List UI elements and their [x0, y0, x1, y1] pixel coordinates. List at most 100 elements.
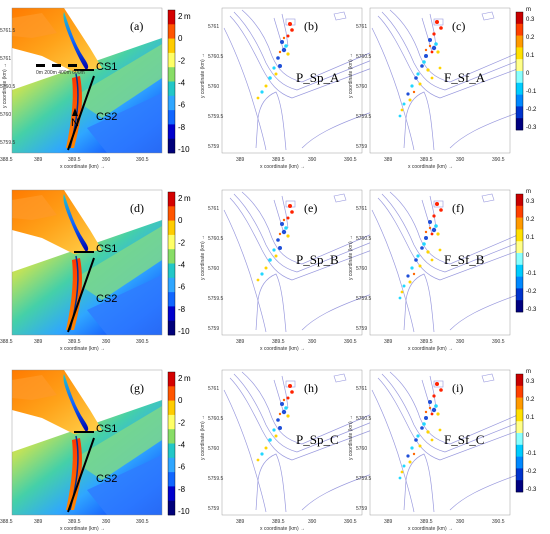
- y-tick: 5760: [0, 112, 11, 118]
- y-axis-label: y coordinate (km) →: [200, 53, 206, 98]
- x-tick: 390.5: [492, 157, 505, 163]
- difference-colorbar-segment: [516, 264, 523, 277]
- x-tick: 390: [456, 157, 465, 163]
- scale-bar-segment: [36, 64, 45, 67]
- x-tick: 389: [236, 339, 245, 345]
- panel-letter: (h): [304, 381, 318, 395]
- difference-panel: (e) P_Sp_B 5761 5760.5 5760 5759.5 5759 y coord…: [200, 189, 373, 352]
- difference-colorbar-segment: [516, 118, 523, 131]
- x-tick: 390: [102, 157, 111, 163]
- panel-letter: (f): [452, 201, 464, 215]
- map-frame: [221, 189, 363, 336]
- difference-colorbar-tick: -0.2: [526, 107, 537, 113]
- bathymetry-colorbar-segment: [168, 306, 175, 321]
- x-tick: 389: [384, 157, 393, 163]
- y-tick: 5759: [208, 506, 219, 512]
- difference-panel: (f) F_Sf_B 5761 5760.5 5760 5759.5 5759 y coord…: [348, 189, 537, 352]
- x-tick: 388.5: [0, 339, 13, 345]
- x-tick: 390.5: [136, 339, 149, 345]
- panel-letter: (i): [452, 381, 463, 395]
- scenario-code: P_Sp_C: [296, 432, 339, 447]
- bathymetry-colorbar-tick: -8: [178, 305, 186, 314]
- bathymetry-colorbar-segment: [168, 320, 175, 336]
- difference-colorbar-segment: [516, 94, 523, 107]
- panel-letter: (g): [130, 381, 144, 395]
- difference-panel: (b) P_Sp_A 5761 5760.5 5760 5759.5 5759 y coord…: [200, 7, 373, 170]
- scenario-code: F_Sf_C: [444, 432, 484, 447]
- x-axis-label: x coordinate (km) →: [408, 346, 453, 352]
- map-frame: [221, 7, 363, 154]
- bathymetry-colorbar-segment: [168, 443, 175, 459]
- difference-colorbar-unit: m: [526, 369, 531, 375]
- y-tick: 5759: [356, 506, 367, 512]
- bathymetry-colorbar-unit: m: [184, 194, 191, 203]
- map-frame: [369, 369, 511, 516]
- scale-bar-segment: [52, 64, 61, 67]
- difference-colorbar-segment: [516, 217, 523, 230]
- bathymetry-panel: CS1 CS2 (d) 388.5 389 389.5 390 390.5 x coordina…: [0, 189, 191, 352]
- bathymetry-colorbar-tick: 0: [178, 216, 183, 225]
- cs1-label: CS1: [96, 243, 117, 255]
- x-tick: 389: [236, 519, 245, 525]
- panel-letter: (e): [304, 201, 317, 215]
- x-tick: 388.5: [0, 519, 13, 525]
- difference-colorbar-frame: [515, 11, 524, 131]
- difference-colorbar-tick: -0.2: [526, 469, 537, 475]
- y-axis-label: y coordinate (km) →: [348, 53, 354, 98]
- x-tick: 390.5: [492, 339, 505, 345]
- bathymetry-colorbar-segment: [168, 386, 175, 401]
- bathymetry-colorbar: 2 0 -2 -4 -6 -8 -10 m: [167, 371, 191, 516]
- y-tick: 5759: [208, 326, 219, 332]
- bathymetry-colorbar-segment: [168, 414, 175, 430]
- x-axis-label: x coordinate (km) →: [408, 526, 453, 532]
- bathymetry-colorbar-segment: [168, 263, 175, 279]
- bathymetry-colorbar: 2 0 -2 -4 -6 -8 -10 m: [167, 9, 191, 154]
- difference-colorbar-frame: [515, 193, 524, 313]
- bathymetry-colorbar-segment: [168, 38, 175, 54]
- y-tick: 5761: [208, 386, 219, 392]
- x-tick: 389: [34, 339, 43, 345]
- y-axis-label: y coordinate (km) →: [200, 415, 206, 460]
- bathymetry-colorbar-segment: [168, 234, 175, 250]
- panel-letter: (c): [452, 19, 465, 33]
- y-tick: 5759.5: [356, 114, 372, 120]
- bathymetry-colorbar-segment: [168, 277, 175, 293]
- bathymetry-colorbar-tick: -10: [178, 327, 190, 336]
- x-tick: 389: [236, 157, 245, 163]
- y-tick: 5759.5: [356, 296, 372, 302]
- x-tick: 389.5: [420, 519, 433, 525]
- difference-colorbar-segment: [516, 385, 523, 398]
- difference-colorbar-tick: 0.1: [526, 415, 535, 421]
- y-tick: 5759.5: [0, 140, 16, 146]
- difference-colorbar-frame: [515, 373, 524, 493]
- difference-colorbar-segment: [516, 397, 523, 410]
- x-tick: 390.5: [492, 519, 505, 525]
- difference-colorbar-tick: 0: [526, 253, 530, 259]
- bathymetry-colorbar-segment: [168, 206, 175, 221]
- bathymetry-colorbar-tick: -2: [178, 418, 186, 427]
- bathymetry-colorbar-segment: [168, 457, 175, 473]
- y-tick: 5760.5: [356, 416, 372, 422]
- difference-colorbar-segment: [516, 468, 523, 481]
- y-tick: 5759.5: [208, 476, 224, 482]
- x-axis-label: x coordinate (km) →: [260, 346, 305, 352]
- map-frame: [369, 7, 511, 154]
- x-tick: 390: [308, 157, 317, 163]
- y-axis-label: y coordinate (km) →: [348, 415, 354, 460]
- difference-panel: (h) P_Sp_C 5761 5760.5 5760 5759.5 5759 y coord…: [200, 369, 373, 532]
- difference-colorbar-tick: 0.3: [526, 17, 535, 23]
- difference-colorbar-segment: [516, 23, 523, 36]
- difference-colorbar-tick: -0.3: [526, 487, 537, 493]
- bathymetry-colorbar-segment: [168, 429, 175, 444]
- panel-letter: (b): [304, 19, 318, 33]
- difference-colorbar-tick: 0.3: [526, 379, 535, 385]
- x-tick: 389: [384, 519, 393, 525]
- cs2-line: [67, 75, 95, 151]
- x-tick: 389: [34, 519, 43, 525]
- x-axis-label: x coordinate (km) →: [60, 346, 105, 352]
- difference-panel: (c) F_Sf_A 5761 5760.5 5760 5759.5 5759 y coord…: [348, 7, 537, 170]
- difference-colorbar-segment: [516, 276, 523, 289]
- bathymetry-colorbar-segment: [168, 10, 175, 25]
- bathymetry-colorbar-tick: 0: [178, 34, 183, 43]
- difference-colorbar-tick: 0.2: [526, 35, 535, 41]
